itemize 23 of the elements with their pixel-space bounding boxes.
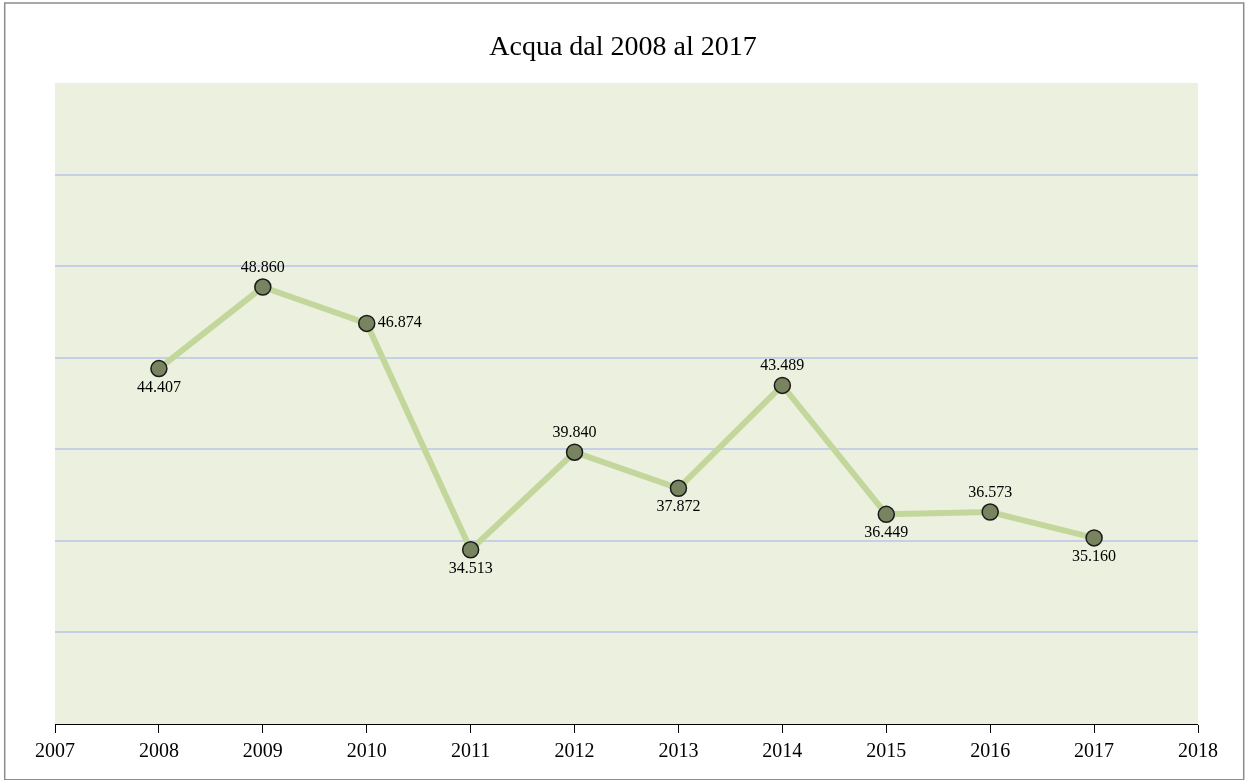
x-tick-label: 2017	[1074, 739, 1115, 761]
x-tick-label: 2008	[138, 739, 179, 761]
x-tick-label: 2011	[451, 739, 491, 761]
x-tick-label: 2018	[1178, 739, 1218, 761]
x-tick-label: 2016	[970, 739, 1011, 761]
data-label: 43.489	[760, 356, 805, 374]
data-label: 44.407	[136, 377, 181, 395]
data-label: 36.449	[864, 523, 909, 541]
x-tick-label: 2009	[242, 739, 283, 761]
data-label: 46.874	[377, 313, 422, 331]
data-label: 37.872	[656, 497, 701, 515]
data-label: 48.860	[240, 258, 285, 276]
x-tick-label: 2007	[35, 739, 75, 761]
x-tick-label: 2010	[346, 739, 387, 761]
data-label: 35.160	[1072, 546, 1117, 564]
x-tick-label: 2014	[762, 739, 803, 761]
x-tick-label: 2012	[554, 739, 595, 761]
chart-title: Acqua dal 2008 al 2017	[489, 29, 757, 61]
x-tick-label: 2015	[866, 739, 907, 761]
x-tick-label: 2013	[658, 739, 699, 761]
data-label: 34.513	[448, 558, 493, 576]
data-label: 36.573	[968, 483, 1013, 501]
data-label: 39.840	[552, 423, 597, 441]
